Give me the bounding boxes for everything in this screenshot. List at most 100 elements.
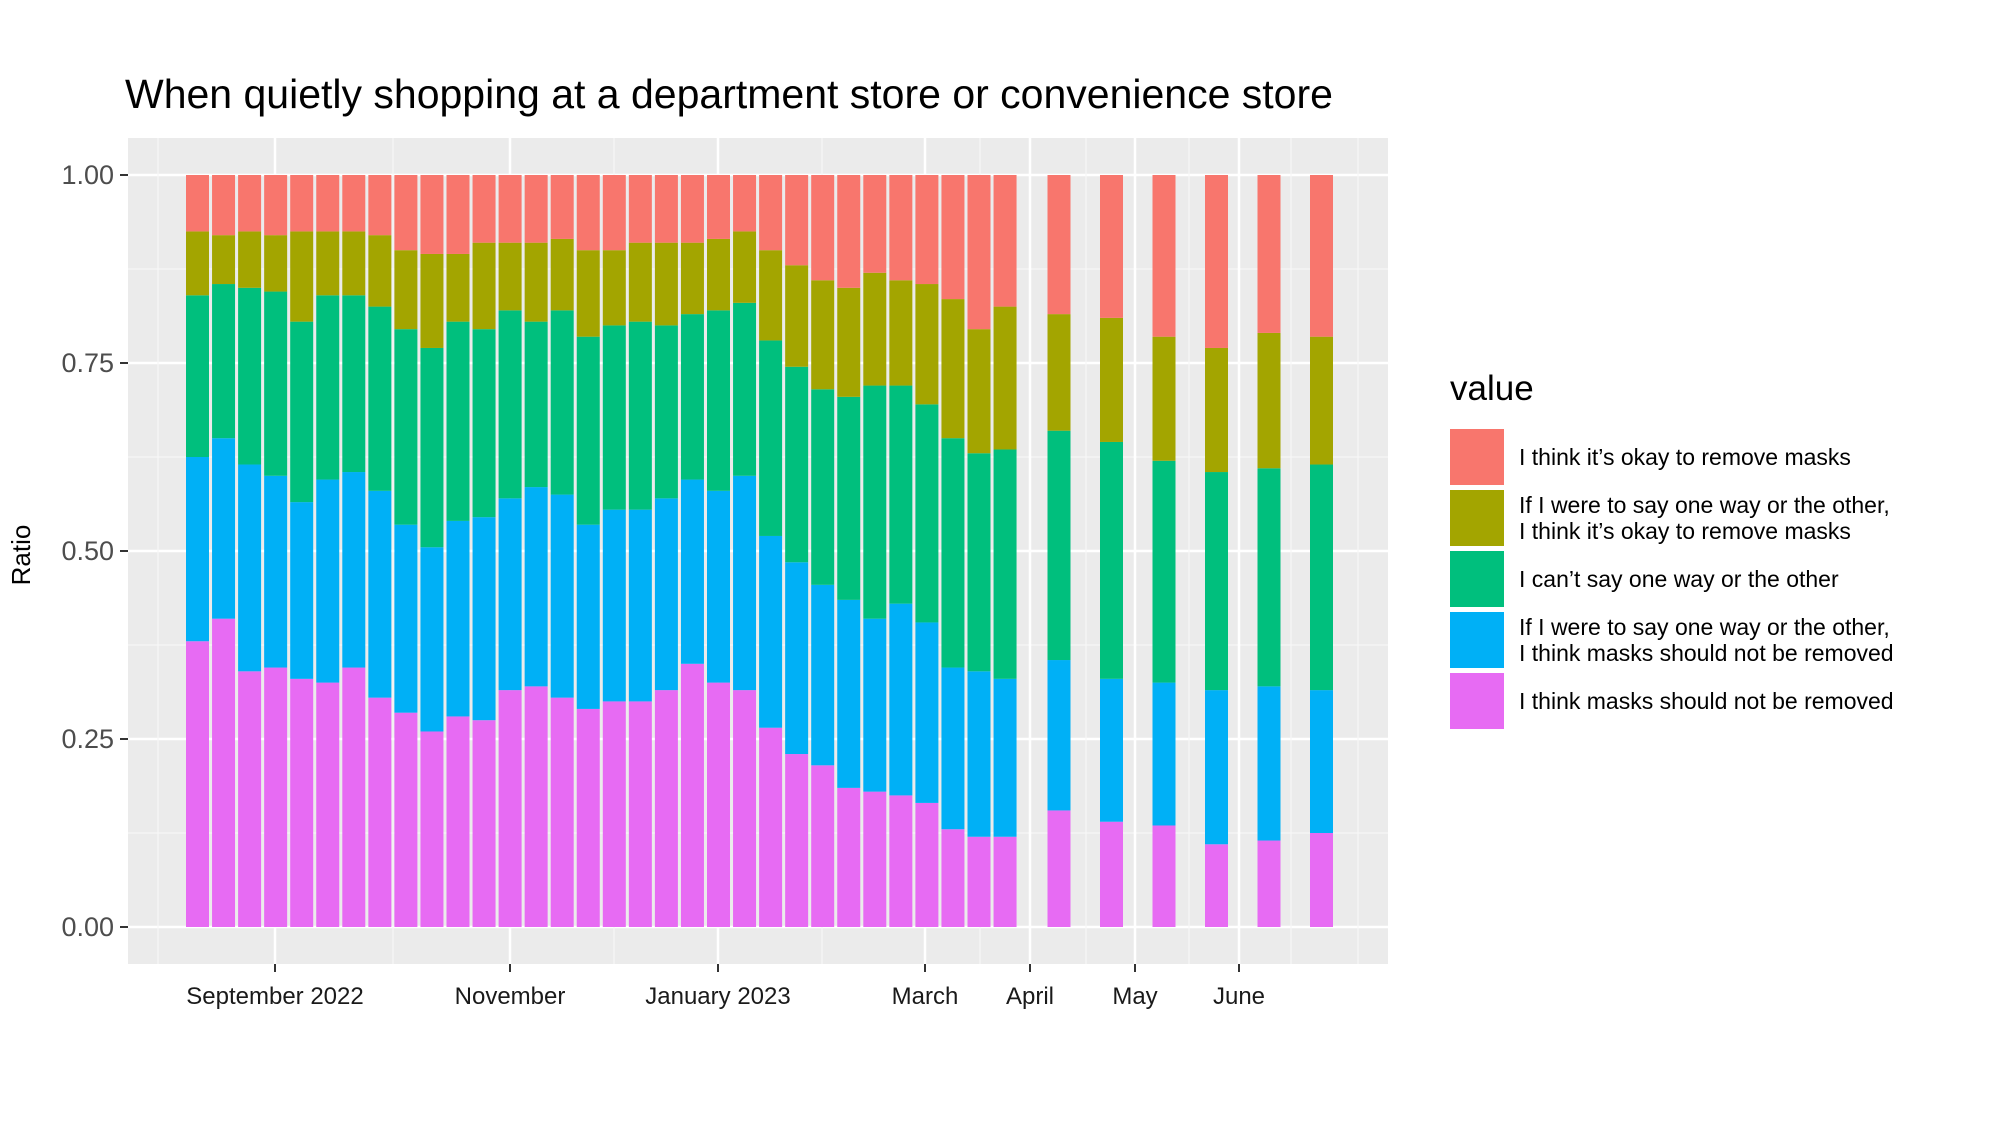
bar-segment-series-3	[628, 242, 652, 322]
bar-segment-series-0	[576, 708, 600, 927]
bar-segment-series-2	[316, 295, 340, 480]
bar-segment-series-4	[993, 175, 1017, 307]
bar-segment-series-0	[264, 667, 288, 927]
bar-segment-series-0	[524, 686, 548, 927]
bar-segment-series-0	[863, 791, 887, 927]
bar-segment-series-4	[733, 175, 757, 232]
bar-segment-series-3	[941, 299, 965, 439]
bar-segment-series-3	[524, 242, 548, 322]
bar-segment-series-1	[212, 438, 236, 619]
bar-segment-series-0	[1047, 810, 1071, 927]
bar-segment-series-2	[1310, 464, 1333, 691]
bar-segment-series-0	[1100, 821, 1123, 927]
bar-segment-series-3	[550, 238, 574, 311]
legend: value I think it’s okay to remove masks I…	[1448, 369, 1894, 731]
bar-segment-series-2	[759, 340, 783, 536]
bar-segment-series-2	[368, 306, 392, 491]
bar-segment-series-1	[602, 509, 626, 702]
bar-segment-series-4	[1047, 175, 1071, 315]
bar-segment-series-4	[316, 175, 340, 232]
bar-segment-series-4	[628, 175, 652, 243]
bar-segment-series-1	[759, 535, 783, 728]
bar-segment-series-4	[654, 175, 678, 243]
bar-segment-series-4	[550, 175, 574, 239]
bar-segment-series-3	[498, 242, 522, 311]
bar-segment-series-2	[550, 310, 574, 495]
bar-segment-series-2	[707, 310, 730, 491]
bar-segment-series-0	[186, 641, 209, 927]
legend-label: If I were to say one way or the other, I …	[1519, 492, 1890, 544]
bar-segment-series-3	[420, 253, 444, 348]
bar-segment-series-3	[811, 280, 835, 390]
bar-segment-series-4	[472, 175, 496, 243]
bar-segment-series-0	[811, 765, 835, 927]
bar-segment-series-1	[863, 618, 887, 792]
bar-segment-series-2	[186, 295, 209, 457]
bar-segment-series-4	[342, 175, 366, 232]
bar-segment-series-3	[889, 280, 913, 386]
bar-segment-series-0	[1310, 833, 1333, 927]
bar-segment-series-3	[967, 329, 991, 454]
bar-segment-series-1	[680, 479, 704, 664]
bar-segment-series-1	[576, 524, 600, 709]
legend-title: value	[1450, 369, 1534, 408]
bar-segment-series-1	[785, 562, 809, 755]
bar-segment-series-0	[941, 829, 965, 927]
bar-segment-series-0	[759, 727, 783, 927]
bar-segment-series-4	[707, 175, 730, 239]
bar-segment-series-0	[394, 712, 418, 927]
bar-segment-series-0	[785, 754, 809, 927]
bar-segment-series-4	[576, 175, 600, 251]
bar-segment-series-3	[576, 250, 600, 337]
bar-segment-series-2	[654, 325, 678, 499]
bar-segment-series-2	[394, 329, 418, 525]
bar-segment-series-2	[733, 302, 757, 476]
legend-label: If I were to say one way or the other, I …	[1519, 614, 1894, 666]
bar-segment-series-2	[915, 404, 939, 623]
bar-segment-series-4	[290, 175, 314, 232]
bar-segment-series-4	[759, 175, 783, 251]
bar-segment-series-1	[186, 457, 209, 642]
legend-key	[1448, 671, 1506, 731]
bar-segment-series-3	[1310, 336, 1333, 465]
bar-segment-series-4	[368, 175, 392, 236]
bar-segment-series-3	[602, 250, 626, 326]
bar-segment-series-3	[1047, 314, 1071, 431]
bar-segment-series-3	[785, 265, 809, 367]
bar-segment-series-1	[707, 490, 730, 683]
bar-segment-series-1	[420, 547, 444, 732]
bar-segment-series-3	[837, 287, 861, 397]
bar-segment-series-4	[1257, 175, 1281, 333]
bar-segment-series-1	[811, 584, 835, 766]
legend-label: I think masks should not be removed	[1519, 688, 1894, 714]
bar-segment-series-4	[837, 175, 861, 288]
bar-segment-series-4	[863, 175, 887, 273]
bar-segment-series-2	[576, 336, 600, 525]
bar-segment-series-4	[1310, 175, 1333, 337]
bar-segment-series-3	[238, 231, 262, 288]
bar-segment-series-4	[1152, 175, 1176, 337]
bar-segment-series-4	[1205, 175, 1228, 348]
legend-label: I can’t say one way or the other	[1519, 566, 1839, 592]
chart-title: When quietly shopping at a department st…	[125, 71, 1333, 117]
bar-segment-series-0	[654, 690, 678, 927]
bar-segment-series-0	[238, 671, 262, 927]
bar-segment-series-0	[212, 618, 236, 927]
bar-segment-series-0	[915, 802, 939, 927]
bar-segment-series-1	[316, 479, 340, 683]
bar-segment-series-4	[420, 175, 444, 254]
bar-segment-series-3	[368, 235, 392, 307]
bar-segment-series-2	[941, 438, 965, 668]
bar-segment-series-4	[498, 175, 522, 243]
x-tick-label: May	[1112, 983, 1157, 1010]
bar-segment-series-1	[915, 622, 939, 803]
y-tick-label: 1.00	[61, 160, 114, 190]
y-tick-label: 0.25	[61, 724, 114, 754]
bar-segment-series-3	[733, 231, 757, 303]
bar-segment-series-4	[238, 175, 262, 232]
bar-segment-series-1	[238, 464, 262, 672]
bar-segment-series-0	[472, 720, 496, 927]
bar-segment-series-1	[1100, 678, 1123, 822]
bar-segment-series-4	[941, 175, 965, 300]
